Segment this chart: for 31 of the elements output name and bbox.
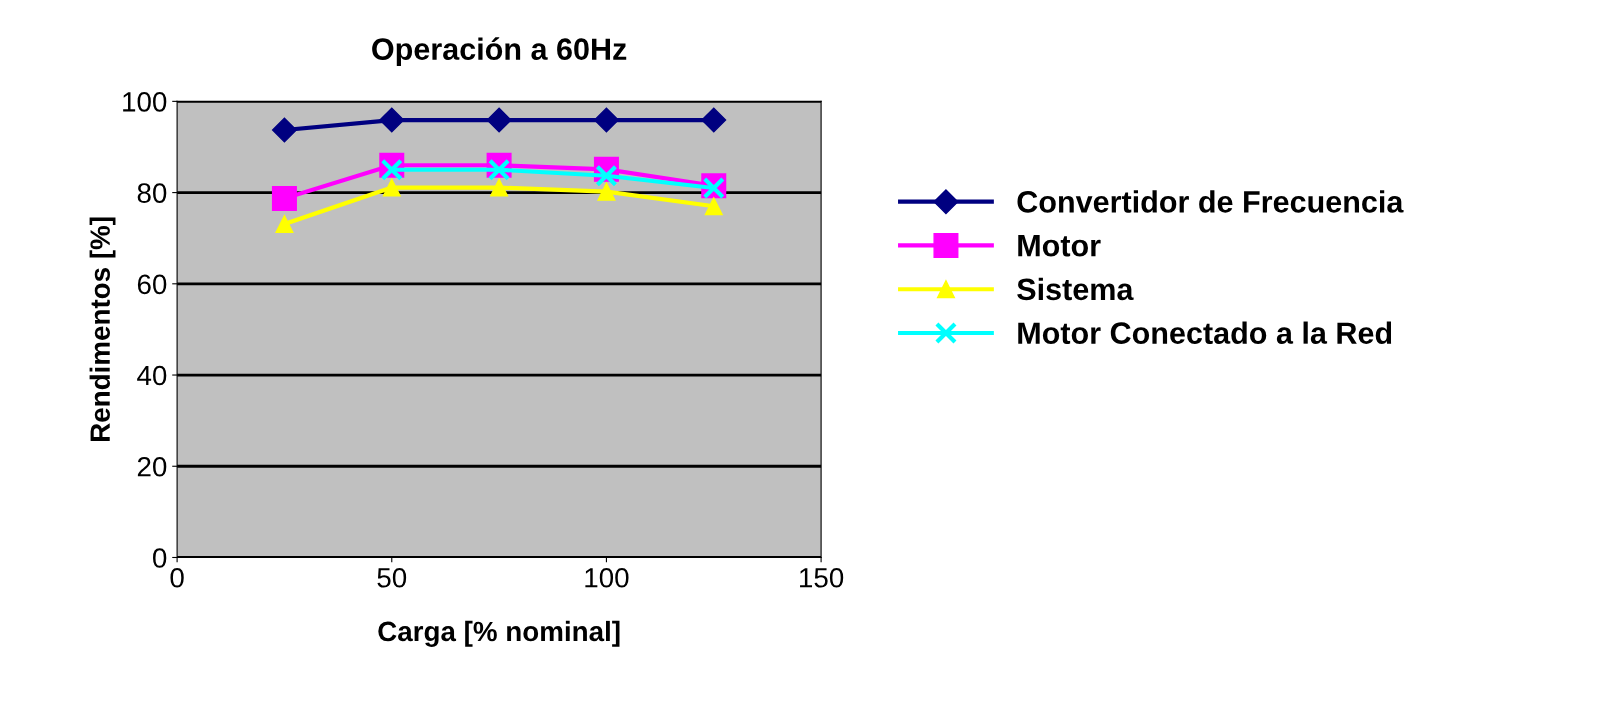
y-tick-label: 100 — [123, 92, 167, 112]
x-axis-title: Carga [% nominal] — [378, 620, 620, 647]
y-axis-title: Rendimentos [%] — [89, 217, 116, 441]
point — [382, 178, 401, 197]
point — [595, 164, 618, 187]
point — [271, 117, 297, 143]
legend-label: Sistema — [1017, 277, 1134, 301]
point — [271, 186, 297, 212]
legend-label: Convertidor de Frecuencia — [1017, 190, 1404, 213]
point — [486, 107, 512, 133]
legend-label: Motor — [1018, 235, 1101, 257]
y-tick-label: 80 — [137, 183, 167, 203]
point — [701, 107, 727, 133]
point — [380, 158, 403, 181]
point — [593, 107, 619, 133]
legend-label: Motor Conectado a la Red — [1018, 321, 1392, 344]
y-tick-label: 40 — [137, 365, 167, 386]
chart-title: Operación a 60Hz — [372, 37, 627, 67]
point — [704, 197, 723, 216]
y-tick-label: 60 — [137, 274, 167, 295]
x-tick-label: 100 — [585, 567, 629, 588]
x-tick-label: 50 — [377, 567, 407, 588]
x-tick-label: 150 — [800, 567, 844, 588]
point — [597, 182, 616, 201]
y-tick-label: 0 — [153, 548, 167, 568]
point — [487, 158, 511, 181]
y-tick-label: 20 — [137, 456, 167, 477]
point — [490, 178, 509, 197]
point — [379, 107, 405, 133]
x-tick-label: 0 — [170, 567, 184, 588]
point — [275, 215, 294, 234]
